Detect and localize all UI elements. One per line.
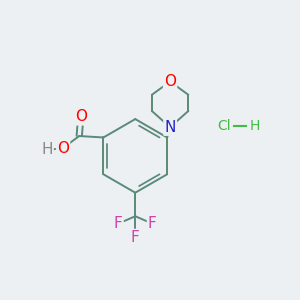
- Text: H: H: [249, 119, 260, 134]
- Text: O: O: [57, 141, 69, 156]
- Text: O: O: [75, 110, 87, 124]
- Text: O: O: [164, 74, 176, 89]
- Text: F: F: [148, 216, 157, 231]
- Text: H: H: [41, 142, 52, 158]
- Text: N: N: [164, 120, 176, 135]
- Text: F: F: [114, 216, 123, 231]
- Text: F: F: [131, 230, 140, 245]
- Text: Cl: Cl: [217, 119, 230, 134]
